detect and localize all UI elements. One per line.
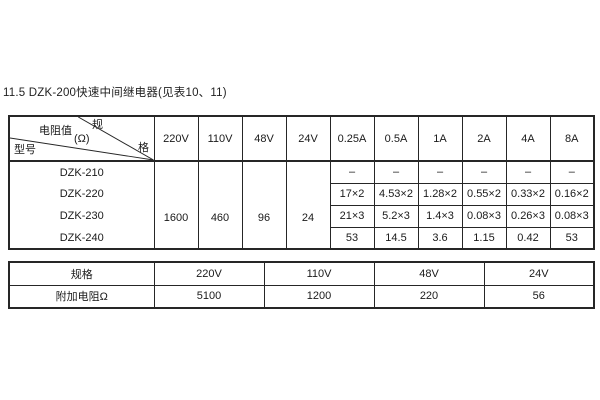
value-cell: 0.33×2: [505, 182, 551, 206]
relay-resistance-table: 规 格 电阻值 (Ω) 型号 220V 110V 48V 24V 0.25A 0…: [8, 115, 595, 250]
value-cell: –: [329, 160, 375, 184]
resistor-table-spec-row: 规格 220V 110V 48V 24V: [8, 261, 595, 286]
value-cell: –: [505, 160, 551, 184]
merged-cell-48v: 96: [241, 160, 287, 250]
model-cell: DZK-240: [8, 227, 155, 249]
value-cell: 17×2: [329, 182, 375, 206]
table-row-dzk-220: DZK-220 17×2 4.53×2 1.28×2 0.55×2 0.33×2…: [8, 182, 595, 206]
resistor-table-value-row: 附加电阻Ω 5100 1200 220 56: [8, 284, 595, 309]
col-header-2a: 2A: [461, 115, 507, 162]
value-cell: 53: [329, 226, 375, 250]
corner-label-spec-top: 规: [92, 119, 103, 131]
value-cell: –: [373, 160, 419, 184]
col-header-24v: 24V: [285, 115, 331, 162]
merged-cell-220v: 1600: [153, 160, 199, 250]
col-header-8a: 8A: [549, 115, 595, 162]
section-title: 11.5 DZK-200快速中间继电器(见表10、11): [3, 87, 227, 99]
col-header-0-5a: 0.5A: [373, 115, 419, 162]
value-cell: 0.26×3: [505, 204, 551, 228]
value-cell: 0.08×3: [549, 204, 595, 228]
spec-cell: 220V: [153, 261, 265, 286]
diagonal-header-cell: 规 格 电阻值 (Ω) 型号: [8, 115, 155, 162]
value-cell: 3.6: [417, 226, 463, 250]
resistance-cell: 5100: [153, 284, 265, 309]
value-cell: 0.08×3: [461, 204, 507, 228]
corner-label-resistance: 电阻值: [39, 125, 72, 137]
merged-cell-24v: 24: [285, 160, 331, 250]
value-cell: 14.5: [373, 226, 419, 250]
relay-table-header-row: 规 格 电阻值 (Ω) 型号 220V 110V 48V 24V 0.25A 0…: [8, 115, 595, 162]
model-cell: DZK-210: [8, 161, 155, 183]
value-cell: –: [549, 160, 595, 184]
resistance-cell: 56: [483, 284, 595, 309]
resistance-cell: 220: [373, 284, 485, 309]
value-cell: 0.16×2: [549, 182, 595, 206]
col-header-4a: 4A: [505, 115, 551, 162]
model-cell: DZK-230: [8, 205, 155, 227]
col-header-48v: 48V: [241, 115, 287, 162]
col-header-110v: 110V: [197, 115, 243, 162]
value-cell: –: [417, 160, 463, 184]
corner-label-ohm-unit: (Ω): [74, 133, 90, 145]
value-cell: –: [461, 160, 507, 184]
value-cell: 5.2×3: [373, 204, 419, 228]
col-header-1a: 1A: [417, 115, 463, 162]
value-cell: 1.15: [461, 226, 507, 250]
row-label-cell: 附加电阻Ω: [8, 284, 155, 309]
spec-cell: 110V: [263, 261, 375, 286]
value-cell: 0.55×2: [461, 182, 507, 206]
value-cell: 1.28×2: [417, 182, 463, 206]
table-row-dzk-240: DZK-240 53 14.5 3.6 1.15 0.42 53: [8, 226, 595, 250]
table-row-dzk-230: DZK-230 21×3 5.2×3 1.4×3 0.08×3 0.26×3 0…: [8, 204, 595, 228]
table-row-dzk-210: DZK-210 1600 460 96 24 – – – – – –: [8, 160, 595, 250]
additional-resistor-table: 规格 220V 110V 48V 24V 附加电阻Ω 5100 1200 220…: [8, 261, 595, 309]
value-cell: 4.53×2: [373, 182, 419, 206]
value-cell: 53: [549, 226, 595, 250]
value-cell: 21×3: [329, 204, 375, 228]
model-cell: DZK-220: [8, 183, 155, 205]
value-cell: 0.42: [505, 226, 551, 250]
spec-cell: 48V: [373, 261, 485, 286]
corner-label-model: 型号: [14, 144, 36, 156]
row-label-cell: 规格: [8, 261, 155, 286]
value-cell: 1.4×3: [417, 204, 463, 228]
col-header-0-25a: 0.25A: [329, 115, 375, 162]
merged-cell-110v: 460: [197, 160, 243, 250]
col-header-220v: 220V: [153, 115, 199, 162]
diagonal-lines: [10, 117, 153, 159]
resistance-cell: 1200: [263, 284, 375, 309]
corner-label-spec-bottom: 格: [138, 142, 149, 154]
spec-cell: 24V: [483, 261, 595, 286]
